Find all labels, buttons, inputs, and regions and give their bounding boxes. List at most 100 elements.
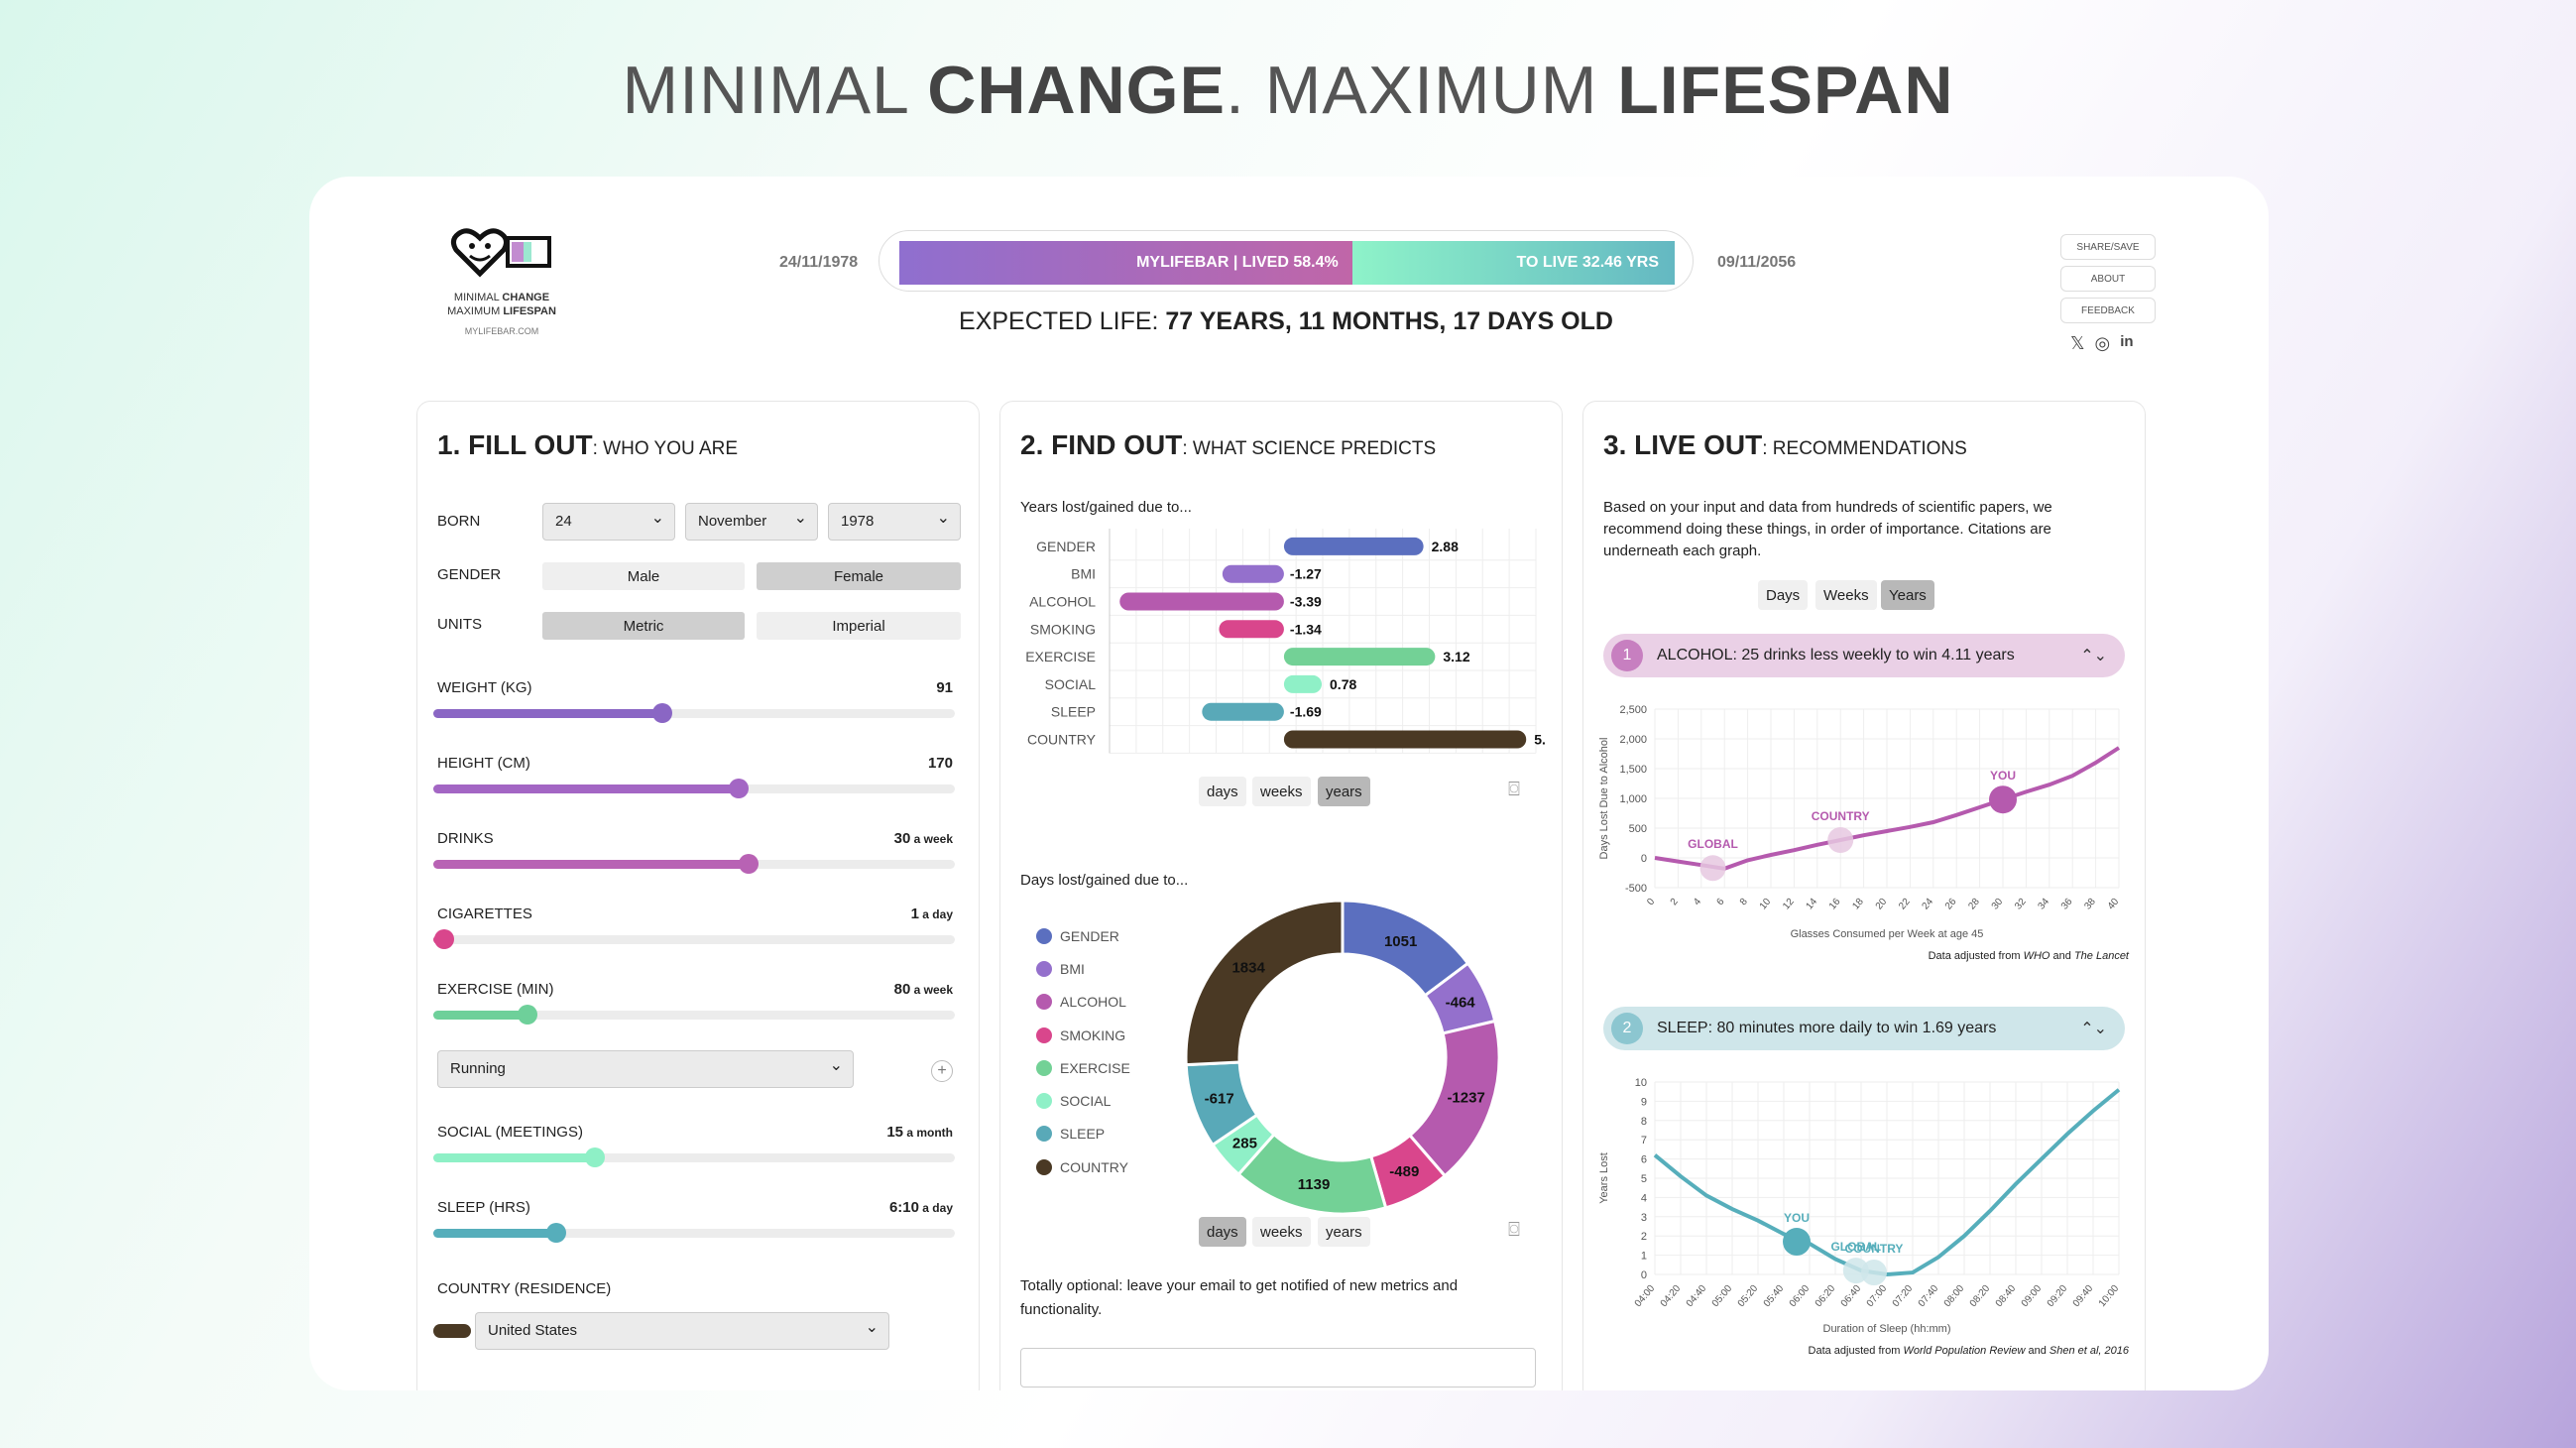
logo-tagline: MINIMAL CHANGE MAXIMUM LIFESPAN [447, 292, 556, 317]
instagram-icon[interactable]: ◎ [2094, 333, 2111, 353]
donut-days-toggle[interactable]: days [1199, 1217, 1246, 1247]
slider-track[interactable] [433, 703, 955, 723]
feedback-button[interactable]: FEEDBACK [2060, 298, 2156, 323]
x-tick-label: 04:00 [1633, 1283, 1658, 1310]
donut-legend: GENDER BMI ALCOHOL SMOKING EXERCISE SOCIAL SLE… [1036, 919, 1130, 1183]
slider-track[interactable] [433, 779, 955, 798]
optional-email-text: Totally optional: leave your email to ge… [1020, 1277, 1459, 1318]
slider-label: HEIGHT (CM) [437, 755, 530, 772]
rec-years-toggle[interactable]: Years [1881, 580, 1934, 610]
born-day-select[interactable]: 24 [542, 503, 675, 541]
slider-handle[interactable] [433, 929, 454, 949]
x-tick-label: 08:20 [1968, 1283, 1993, 1310]
bar-weeks-toggle[interactable]: weeks [1252, 777, 1311, 806]
x-tick-label: 14 [1805, 897, 1820, 912]
live-out-panel: 3. LIVE OUT: RECOMMENDATIONS Based on yo… [1582, 401, 2146, 1390]
gender-female-toggle[interactable]: Female [757, 562, 961, 590]
x-icon[interactable]: 𝕏 [2070, 333, 2085, 353]
donut-value-label: 1834 [1231, 960, 1265, 977]
slider-handle[interactable] [728, 779, 749, 798]
units-metric-toggle[interactable]: Metric [542, 612, 745, 640]
x-tick-label: 8 [1738, 897, 1750, 908]
born-label: BORN [437, 513, 481, 530]
x-tick-label: 6 [1714, 897, 1726, 908]
rec-number: 1 [1611, 640, 1643, 671]
rec-days-toggle[interactable]: Days [1758, 580, 1809, 610]
y-tick-label: 3 [1641, 1212, 1647, 1224]
find-out-title: 2. FIND OUT: WHAT SCIENCE PREDICTS [1020, 429, 1437, 460]
logo[interactable]: MINIMAL CHANGE MAXIMUM LIFESPAN MYLIFEBA… [432, 226, 571, 336]
slider-handle[interactable] [652, 703, 673, 723]
x-tick-label: 20 [1874, 897, 1890, 912]
slider-label: WEIGHT (KG) [437, 679, 532, 696]
bar-years-toggle[interactable]: years [1318, 777, 1370, 806]
bar [1219, 620, 1284, 639]
death-date: 09/11/2056 [1717, 254, 1797, 271]
marker-point [1989, 785, 2017, 814]
y-tick-label: 9 [1641, 1096, 1647, 1108]
born-month-select[interactable]: November [685, 503, 818, 541]
bar [1283, 674, 1323, 693]
y-tick-label: 1,500 [1619, 764, 1647, 776]
marker-label: COUNTRY [1845, 1242, 1904, 1256]
slider-handle[interactable] [739, 854, 760, 874]
add-exercise-icon[interactable]: + [931, 1060, 953, 1082]
donut-weeks-toggle[interactable]: weeks [1252, 1217, 1311, 1247]
slider-track[interactable] [433, 929, 955, 949]
slider-value: 170 [927, 755, 953, 772]
born-year-select[interactable]: 1978 [828, 503, 961, 541]
country-select[interactable]: United States [475, 1312, 889, 1350]
bar-value-label: 5. [1534, 732, 1546, 748]
camera-icon[interactable]: ⌼ [1508, 1219, 1520, 1241]
x-tick-label: 34 [2037, 897, 2052, 912]
y-tick-label: 5 [1641, 1173, 1647, 1185]
slider-fill [433, 709, 663, 718]
rec-weeks-toggle[interactable]: Weeks [1815, 580, 1877, 610]
slider-label: CIGARETTES [437, 905, 532, 922]
legend-swatch [1036, 1126, 1052, 1143]
slider-track[interactable] [433, 854, 955, 874]
share-save-button[interactable]: SHARE/SAVE [2060, 234, 2156, 260]
recommendation-alcohol[interactable]: 1 ALCOHOL: 25 drinks less weekly to win … [1603, 634, 2125, 677]
bar-value-label: -1.69 [1290, 704, 1322, 720]
email-input[interactable] [1020, 1348, 1536, 1388]
bar-category-label: GENDER [1036, 539, 1096, 554]
y-tick-label: 6 [1641, 1154, 1647, 1166]
slider-track[interactable] [433, 1147, 955, 1167]
linkedin-icon[interactable]: in [2120, 333, 2134, 350]
expand-collapse-icon[interactable]: ⌃⌄ [2080, 1021, 2107, 1037]
slider-handle[interactable] [517, 1005, 537, 1025]
bar-days-toggle[interactable]: days [1199, 777, 1246, 806]
donut-value-label: 1139 [1298, 1176, 1331, 1193]
x-tick-label: 30 [1990, 897, 2006, 912]
camera-icon[interactable]: ⌼ [1508, 779, 1520, 800]
x-tick-label: 05:40 [1762, 1283, 1787, 1310]
x-tick-label: 09:40 [2071, 1283, 2096, 1310]
legend-swatch [1036, 994, 1052, 1011]
gender-male-toggle[interactable]: Male [542, 562, 745, 590]
marker-point [1861, 1260, 1887, 1286]
donut-value-label: -617 [1205, 1090, 1234, 1107]
lifebar: MYLIFEBAR | LIVED 58.4% TO LIVE 32.46 YR… [878, 230, 1694, 292]
app-card: MINIMAL CHANGE MAXIMUM LIFESPAN MYLIFEBA… [309, 177, 2269, 1390]
data-source: Data adjusted from WHO and The Lancet [1929, 950, 2130, 962]
expand-collapse-icon[interactable]: ⌃⌄ [2080, 648, 2107, 664]
slider-handle[interactable] [545, 1223, 566, 1243]
x-tick-label: 04:20 [1659, 1283, 1684, 1310]
units-imperial-toggle[interactable]: Imperial [757, 612, 961, 640]
slider-fill [433, 1229, 556, 1238]
about-button[interactable]: ABOUT [2060, 266, 2156, 292]
donut-years-toggle[interactable]: years [1318, 1217, 1370, 1247]
slider-handle[interactable] [585, 1147, 606, 1167]
bar-category-label: SOCIAL [1045, 676, 1097, 692]
exercise-type-select[interactable]: Running [437, 1050, 854, 1088]
x-tick-label: 05:00 [1710, 1283, 1735, 1310]
slider-track[interactable] [433, 1223, 955, 1243]
slider-track[interactable] [433, 1005, 955, 1025]
recommendation-sleep[interactable]: 2 SLEEP: 80 minutes more daily to win 1.… [1603, 1007, 2125, 1050]
y-tick-label: 7 [1641, 1135, 1647, 1146]
marker-label: YOU [1990, 769, 2016, 783]
legend-swatch [1036, 960, 1052, 977]
x-axis-label: Glasses Consumed per Week at age 45 [1791, 928, 1984, 940]
days-donut-chart: 1051 -464 -1237 -489 1139 285 -617 1834 [1184, 899, 1501, 1216]
